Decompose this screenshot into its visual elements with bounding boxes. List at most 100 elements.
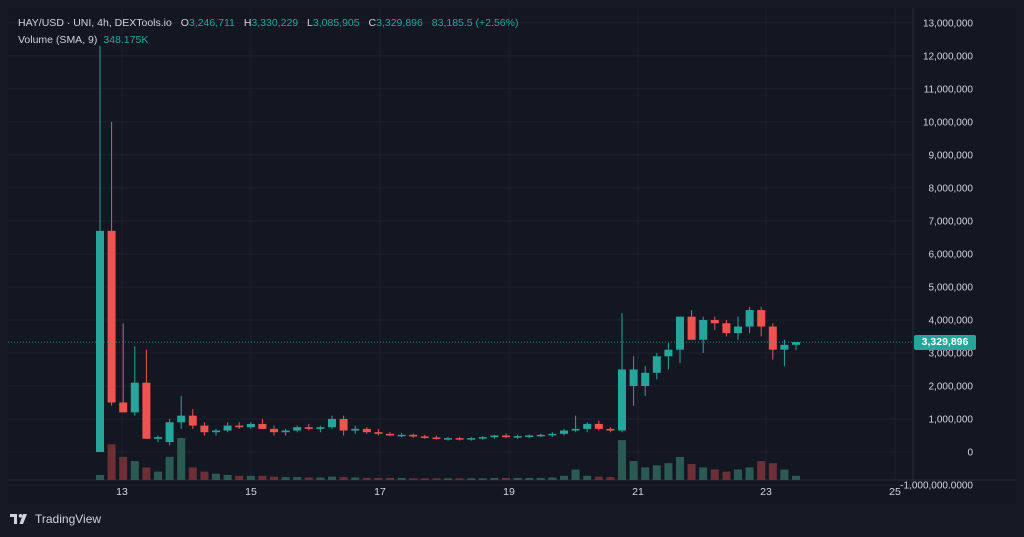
volume-bar [652, 465, 661, 480]
candle-body [722, 323, 731, 334]
x-tick-label: 19 [503, 486, 515, 498]
volume-bar [699, 467, 708, 480]
volume-bar [188, 467, 197, 480]
volume-legend: Volume (SMA, 9) 348.175K [18, 34, 154, 46]
volume-bar [594, 476, 603, 480]
volume-bar [548, 477, 557, 480]
candle-body [212, 430, 220, 433]
candle-body [502, 435, 510, 438]
volume-bar [316, 477, 325, 480]
volume-bar [351, 477, 360, 480]
x-tick-label: 25 [889, 486, 901, 498]
x-tick-label: 15 [245, 486, 257, 498]
volume-bar [618, 440, 626, 480]
volume-bar [502, 477, 510, 480]
candle-body [188, 415, 197, 426]
candle-body [652, 356, 661, 373]
candle-body [699, 319, 708, 340]
volume-bar [397, 477, 406, 480]
y-tick-label: 13,000,000 [923, 18, 973, 29]
candle-body [246, 423, 255, 428]
high-label: H [243, 17, 252, 29]
volume-bar [629, 461, 638, 480]
high-value: 3,330,229 [251, 17, 299, 29]
x-tick-label: 17 [374, 486, 386, 498]
volume-bar [130, 461, 139, 480]
volume-bar [119, 456, 128, 480]
candle-body [281, 430, 290, 433]
candlestick-chart[interactable]: 13,000,000 12,000,000 11,000,000 10,000,000… [8, 8, 1016, 504]
tradingview-brand[interactable]: TradingView [10, 512, 101, 526]
volume-bar [734, 469, 742, 480]
candle-body [641, 372, 650, 386]
ohlc-legend: HAY/USD · UNI, 4h, DEXTools.io O3,246,71… [18, 17, 524, 29]
volume-bar [409, 478, 418, 480]
candle-body [316, 427, 325, 429]
y-tick-label: 1,000,000 [929, 414, 974, 425]
volume-bar [235, 475, 244, 480]
candle-body [583, 423, 592, 429]
candle-body [676, 316, 684, 350]
candle-body [142, 382, 151, 439]
volume-bar [768, 463, 777, 480]
volume-bar [432, 478, 441, 480]
candle-body [235, 425, 244, 428]
candle-body [757, 310, 766, 327]
close-label: C [368, 17, 377, 29]
candle-body [386, 433, 394, 436]
candle-body [420, 436, 429, 438]
candle-body [525, 435, 534, 437]
last-price-tag: 3,329,896 [914, 334, 976, 350]
symbol-label: HAY/USD · UNI, 4h, DEXTools.io [18, 17, 172, 29]
volume-bar [223, 474, 232, 480]
candle-body [270, 428, 278, 433]
candle-body [165, 422, 174, 443]
candle-body [362, 428, 371, 433]
candle-body [304, 427, 313, 429]
candle-body [107, 230, 116, 403]
volume-bar [780, 469, 789, 480]
y-tick-label: 10,000,000 [923, 117, 973, 128]
chart-area[interactable]: 13,000,000 12,000,000 11,000,000 10,000,000… [8, 8, 1016, 504]
volume-bar [792, 475, 800, 480]
candle-body [594, 423, 603, 429]
brand-name: TradingView [35, 512, 102, 526]
y-tick-label: 6,000,000 [929, 249, 974, 260]
volume-bar [467, 478, 476, 480]
volume-bar [444, 478, 452, 480]
candle-body [560, 430, 568, 434]
candle-body [548, 433, 557, 436]
candle-body [154, 437, 162, 439]
volume-bar [478, 478, 487, 480]
volume-bar [339, 477, 348, 480]
candle-body [687, 316, 696, 340]
volume-bar [142, 467, 151, 480]
volume-bar [281, 477, 290, 480]
volume-bar [583, 475, 592, 480]
volume-bar [745, 467, 754, 480]
candle-body [664, 349, 673, 357]
candle-body [618, 369, 626, 431]
candle-body [455, 438, 464, 440]
volume-bar [386, 477, 394, 480]
candle-body [710, 319, 719, 324]
volume-bar [200, 471, 209, 480]
volume-bar [154, 471, 162, 480]
y-tick-label: 12,000,000 [923, 51, 973, 62]
candle-body [490, 435, 499, 438]
volume-value: 348.175K [103, 34, 149, 46]
y-tick-label: 8,000,000 [929, 183, 974, 194]
candle-body [513, 436, 522, 438]
candle-body [293, 427, 302, 431]
low-value: 3,085,905 [312, 17, 360, 29]
y-tick-label: 2,000,000 [929, 381, 974, 392]
low-label: L [307, 17, 313, 29]
volume-bar [374, 477, 383, 480]
volume-bar [664, 463, 673, 480]
x-tick-label: 23 [760, 486, 772, 498]
volume-bar [513, 477, 522, 480]
volume-bar [165, 456, 174, 480]
candle-body [328, 418, 336, 428]
candle-body [606, 428, 615, 431]
candle-body [177, 415, 186, 423]
